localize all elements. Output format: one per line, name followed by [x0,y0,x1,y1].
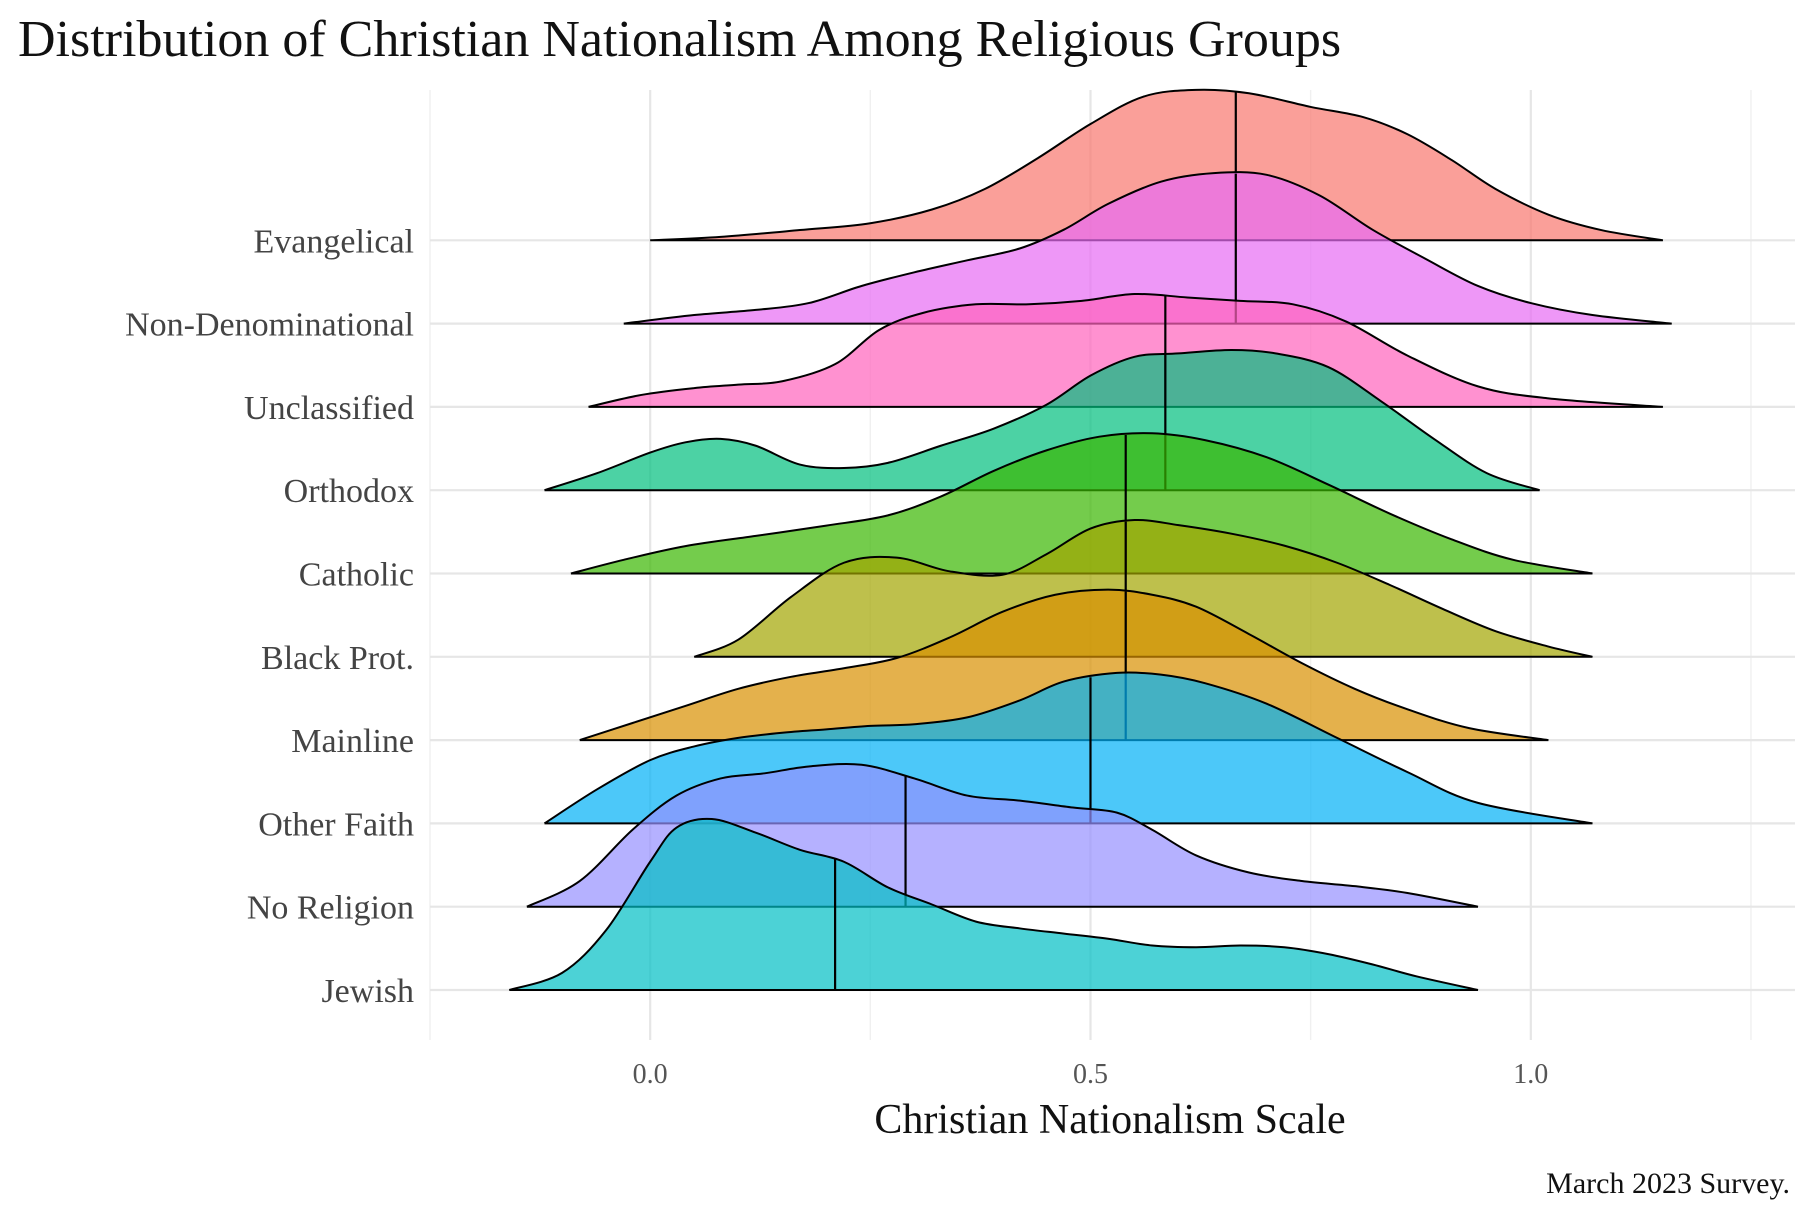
ridge-area-jewish [509,818,1478,990]
chart-caption: March 2023 Survey. [1546,1167,1790,1200]
ridge-outline-evangelical [650,88,1664,242]
y-label-catholic: Catholic [299,557,414,594]
ridge-jewish [508,817,1479,991]
ridge-outline-other-faith [543,671,1593,825]
y-label-unclassified: Unclassified [244,390,414,427]
ridge-area-orthodox [544,349,1540,491]
ridge-area-mainline [579,589,1549,741]
x-tick-label: 0.0 [633,1059,668,1090]
ridge-area-non-denominational [623,172,1672,324]
ridge-outline-mainline [579,588,1549,742]
y-axis-labels: Evangelical Non-Denominational Unclassifie… [125,223,414,1010]
ridge-area-catholic [570,433,1593,574]
x-axis-title: Christian Nationalism Scale [874,1097,1345,1143]
ridge-area-unclassified [588,293,1663,407]
ridge-outline-black-prot [693,518,1593,658]
y-label-no-religion: No Religion [247,890,414,927]
x-tick-label: 0.5 [1073,1059,1108,1090]
y-label-other-faith: Other Faith [258,806,414,843]
chart-title: Distribution of Christian Nationalism Am… [18,11,1341,68]
ridge-non-denominational [623,171,1672,325]
x-tick-label: 1.0 [1513,1059,1548,1090]
y-label-orthodox: Orthodox [284,473,414,510]
ridge-outline-catholic [570,432,1593,575]
y-label-jewish: Jewish [321,973,414,1010]
ridge-outline-non-denominational [623,171,1672,325]
ridge-area-black-prot [694,519,1593,657]
ridge-layer [508,88,1672,991]
y-label-mainline: Mainline [291,723,414,760]
ridge-outline-unclassified [588,292,1663,408]
x-axis-ticks: 0.0 0.5 1.0 [633,1059,1549,1090]
y-label-non-denominational: Non-Denominational [125,307,414,344]
ridge-area-evangelical [650,89,1663,241]
y-label-black-prot: Black Prot. [261,640,414,677]
ridge-outline-orthodox [544,348,1540,492]
ridge-outline-no-religion [526,762,1479,908]
y-label-evangelical: Evangelical [254,223,414,260]
ridge-outline-jewish [508,817,1479,991]
